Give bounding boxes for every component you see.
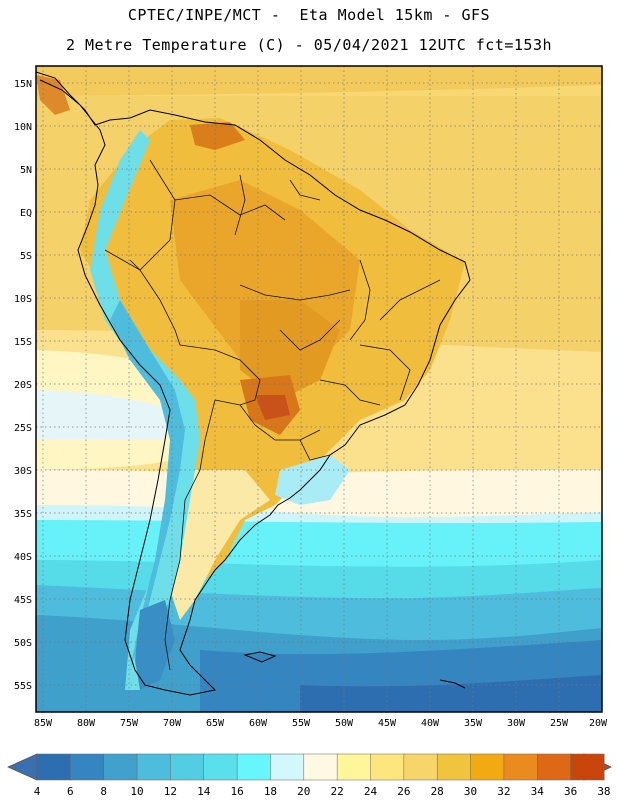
colorbar-label: 16 (230, 785, 243, 798)
temperature-field (36, 66, 602, 712)
lon-label: 85W (34, 718, 53, 729)
lat-label: 25S (14, 423, 32, 434)
colorbar-label: 12 (164, 785, 177, 798)
lon-label: 40W (421, 718, 440, 729)
lon-label: 20W (589, 718, 608, 729)
lon-label: 25W (550, 718, 569, 729)
colorbar-swatch (470, 753, 505, 781)
colorbar-label: 26 (397, 785, 410, 798)
lon-label: 50W (335, 718, 354, 729)
lon-label: 30W (507, 718, 526, 729)
country-borders (104, 159, 441, 671)
map-title-line-2: 2 Metre Temperature (C) - 05/04/2021 12U… (65, 36, 553, 54)
lat-label: 15N (14, 79, 32, 90)
lat-label: EQ (20, 208, 32, 219)
lat-label: 30S (14, 466, 32, 477)
colorbar-swatch (170, 753, 205, 781)
lat-label: 5S (20, 251, 32, 262)
colorbar-label: 36 (564, 785, 577, 798)
colorbar-swatch (203, 753, 238, 781)
colorbar-label: 32 (497, 785, 510, 798)
lat-label: 55S (14, 681, 32, 692)
lon-label: 65W (206, 718, 225, 729)
colorbar-label: 30 (464, 785, 477, 798)
colorbar-swatch (70, 753, 105, 781)
colorbar-swatch (36, 753, 71, 781)
colorbar-label: 4 (34, 785, 41, 798)
lat-label: 45S (14, 595, 32, 606)
colorbar-legend: 4 6 8 10 12 14 16 18 20 22 24 26 28 30 3… (7, 753, 612, 798)
lat-label: 50S (14, 638, 32, 649)
colorbar-label: 20 (297, 785, 310, 798)
colorbar-swatches (36, 753, 605, 781)
lon-label: 45W (378, 718, 397, 729)
colorbar-label: 28 (431, 785, 444, 798)
colorbar-swatch (436, 753, 472, 781)
colorbar-label: 10 (130, 785, 143, 798)
colorbar-swatch (136, 753, 171, 781)
colorbar-label: 14 (197, 785, 211, 798)
lat-label: 35S (14, 509, 32, 520)
colorbar-label: 38 (597, 785, 610, 798)
lon-label: 70W (163, 718, 182, 729)
lat-label: 15S (14, 337, 32, 348)
lat-label: 10N (14, 122, 32, 133)
colorbar-label: 34 (531, 785, 545, 798)
lon-label: 35W (464, 718, 483, 729)
colorbar-label: 24 (364, 785, 378, 798)
plot-frame (35, 65, 603, 713)
colorbar-labels: 4 6 8 10 12 14 16 18 20 22 24 26 28 30 3… (34, 785, 611, 798)
lat-label: 40S (14, 552, 32, 563)
colorbar-left-arrow (7, 753, 38, 781)
colorbar-label: 8 (100, 785, 107, 798)
colorbar-swatch (403, 753, 438, 781)
colorbar-swatch (370, 753, 405, 781)
colorbar-swatch (503, 753, 538, 781)
lat-label: 20S (14, 380, 32, 391)
map-title-line-1: CPTEC/INPE/MCT - Eta Model 15km - GFS (127, 6, 491, 24)
coastline (35, 71, 471, 696)
lon-label: 60W (249, 718, 268, 729)
lat-label: 5N (20, 165, 32, 176)
lon-label: 80W (77, 718, 96, 729)
colorbar-swatch (103, 753, 138, 781)
lat-label: 10S (14, 294, 32, 305)
colorbar-label: 18 (264, 785, 277, 798)
colorbar-swatch (537, 753, 572, 781)
colorbar-swatch (303, 753, 338, 781)
lon-label: 75W (120, 718, 139, 729)
colorbar-swatch (270, 753, 305, 781)
latitude-labels: 15N 10N 5N EQ 5S 10S 15S 20S 25S 30S 35S… (14, 79, 32, 692)
longitude-labels: 85W 80W 75W 70W 65W 60W 55W 50W 45W 40W … (34, 718, 608, 729)
colorbar-label: 6 (67, 785, 74, 798)
lon-label: 55W (292, 718, 311, 729)
colorbar-swatch (336, 753, 372, 781)
colorbar-label: 22 (331, 785, 344, 798)
colorbar-swatch (236, 753, 272, 781)
colorbar-swatch (570, 753, 605, 781)
